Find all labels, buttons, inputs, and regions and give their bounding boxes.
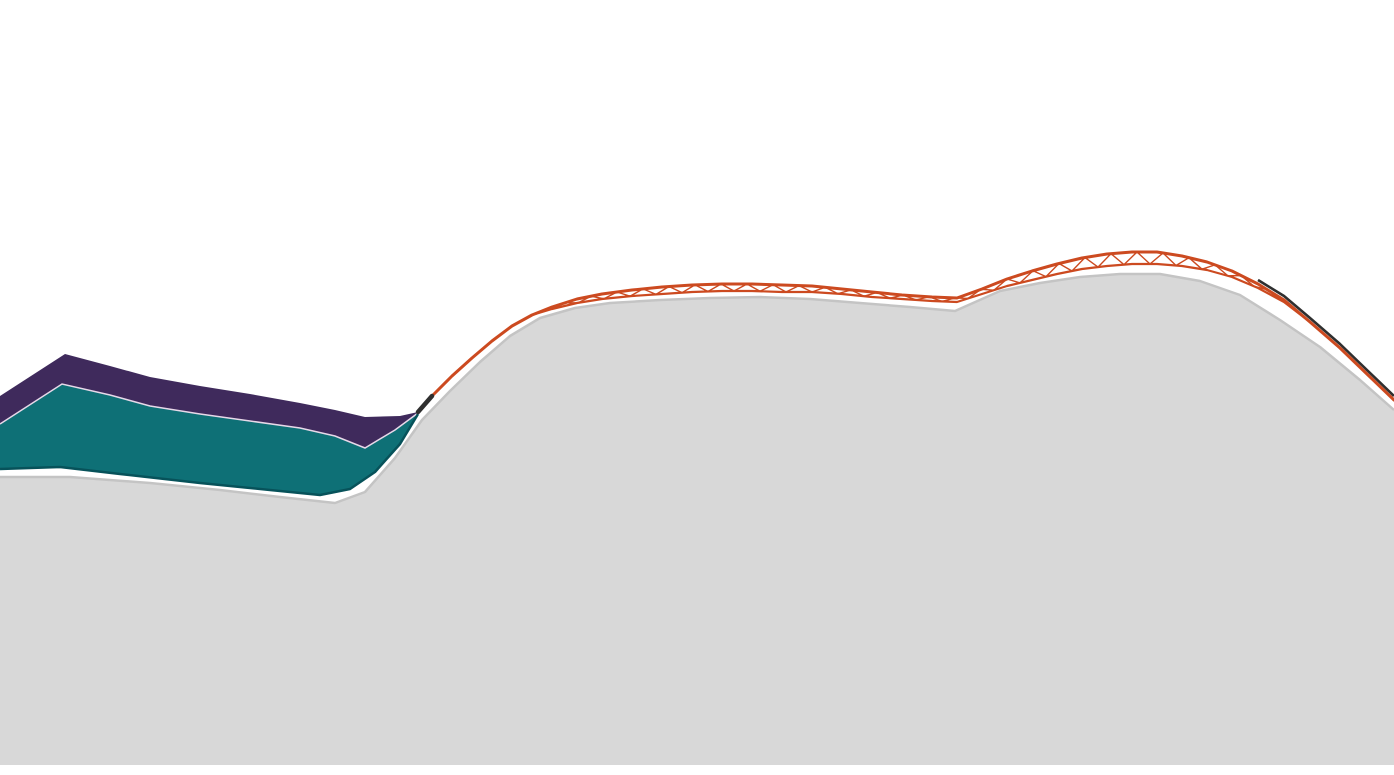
- purple-layer-area: [0, 354, 418, 448]
- teal-layer-area: [0, 384, 418, 495]
- track-descent-dark-rail: [1257, 278, 1394, 397]
- track-start-dark-segment: [415, 393, 435, 415]
- terrain-edge: [0, 272, 1394, 505]
- track-upper-rail: [416, 250, 1394, 414]
- teal-bottom-edge: [0, 413, 420, 497]
- terrain-area: [0, 274, 1394, 765]
- layer-separator-line: [0, 383, 419, 449]
- track-band: [418, 252, 1394, 412]
